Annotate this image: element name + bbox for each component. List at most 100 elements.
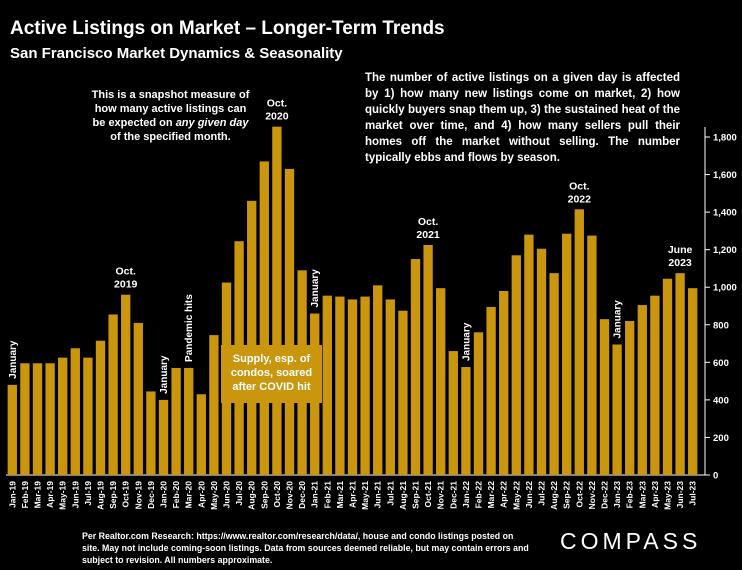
x-tick-label: Feb-19: [20, 481, 30, 509]
peak-annotation-label: Oct.: [267, 98, 288, 110]
x-tick-label: Jan-21: [310, 481, 320, 508]
snapshot-note: This is a snapshot measure of how many a…: [88, 88, 253, 144]
bar: [209, 335, 219, 475]
x-tick-label: Dec-22: [600, 481, 610, 509]
bar: [58, 357, 68, 475]
x-tick-label: Feb-22: [474, 481, 484, 509]
x-tick-label: Jan-20: [159, 481, 169, 508]
x-tick-label: Mar-23: [637, 481, 647, 509]
bar: [448, 351, 458, 475]
bar: [247, 200, 257, 475]
bar: [284, 168, 295, 475]
x-tick-label: Oct-22: [574, 481, 584, 508]
bar: [83, 357, 93, 475]
x-tick-label: Nov-22: [587, 481, 597, 510]
x-tick-label: Aug-19: [96, 481, 106, 510]
x-tick-label: Sep-19: [108, 481, 118, 509]
bar: [196, 394, 206, 475]
peak-annotation-year: 2021: [416, 229, 440, 241]
compass-logo: COMPASS: [560, 528, 702, 554]
bar: [637, 305, 647, 475]
peak-annotation-label: Oct.: [569, 180, 590, 192]
bar: [625, 321, 635, 475]
bar: [662, 278, 673, 475]
x-tick-label: Apr-23: [650, 481, 660, 508]
y-tick-label: 1,800: [713, 133, 737, 144]
bar: [599, 319, 610, 475]
bar: [436, 288, 446, 475]
bar: [562, 233, 572, 475]
bar: [461, 367, 471, 475]
bar: [45, 363, 55, 475]
bar: [20, 363, 30, 475]
x-tick-label: Apr-22: [499, 481, 509, 508]
y-tick-label: 800: [713, 320, 729, 331]
x-tick-label: Dec-21: [448, 481, 458, 509]
vertical-annotation: January: [310, 269, 321, 308]
bar: [171, 367, 181, 475]
x-tick-label: Nov-20: [285, 481, 295, 510]
x-tick-label: Oct-21: [423, 481, 433, 508]
bar: [133, 322, 143, 475]
x-tick-label: Jun-23: [675, 481, 685, 509]
x-tick-label: Apr-21: [348, 481, 358, 508]
bar: [511, 255, 521, 475]
x-tick-label: Aug-21: [398, 481, 408, 510]
bar: [7, 384, 17, 475]
x-tick-label: Mar-22: [486, 481, 496, 509]
bar: [385, 299, 395, 475]
y-tick-label: 0: [713, 471, 718, 482]
bar: [70, 348, 80, 475]
y-tick-label: 1,200: [713, 245, 737, 256]
bar: [373, 285, 383, 475]
vertical-annotation: January: [159, 355, 170, 394]
bar: [499, 290, 509, 475]
x-tick-label: May-22: [511, 481, 521, 510]
bar: [410, 259, 421, 475]
bar: [121, 294, 131, 475]
x-tick-label: Jul-22: [537, 481, 547, 506]
peak-annotation-year: 2019: [114, 279, 138, 291]
bar: [650, 295, 660, 475]
bar: [486, 306, 496, 475]
snapshot-note-text-1: This is a snapshot measure of how many a…: [91, 89, 250, 129]
x-tick-label: Sep-21: [411, 481, 421, 509]
x-tick-label: Jul-21: [385, 481, 395, 506]
y-tick-label: 1,600: [713, 170, 737, 181]
bar: [158, 399, 169, 475]
chart-subtitle: San Francisco Market Dynamics & Seasonal…: [10, 45, 343, 62]
x-tick-label: May-19: [58, 481, 68, 510]
bar: [423, 244, 433, 475]
snapshot-note-emphasis: any given day: [175, 117, 249, 129]
x-tick-label: Jan-19: [7, 481, 17, 508]
bar: [549, 273, 559, 475]
x-tick-label: Apr-20: [196, 481, 206, 508]
bar: [108, 314, 118, 475]
covid-supply-annotation: Supply, esp. of condos, soared after COV…: [221, 345, 322, 403]
bar: [473, 332, 484, 475]
peak-annotation-year: 2020: [265, 111, 289, 123]
x-tick-label: Mar-19: [33, 481, 43, 509]
y-tick-label: 1,400: [713, 208, 737, 219]
x-tick-label: Jun-20: [222, 481, 232, 509]
peak-annotation-label: Oct.: [418, 216, 439, 228]
bar: [587, 235, 597, 475]
vertical-annotation: Pandemic hits: [184, 294, 195, 362]
snapshot-note-text-2: of the specified month.: [110, 131, 231, 143]
bar: [574, 209, 584, 476]
x-tick-label: Nov-19: [133, 481, 143, 510]
x-tick-label: Jun-21: [373, 481, 383, 509]
x-tick-label: Mar-20: [184, 481, 194, 509]
x-tick-label: Sep-20: [259, 481, 269, 509]
vertical-annotation: January: [8, 340, 19, 379]
bar: [612, 344, 622, 475]
x-tick-label: May-21: [360, 481, 370, 510]
x-tick-label: May-23: [663, 481, 673, 510]
x-tick-label: Jan-23: [612, 481, 622, 508]
peak-annotation-year: 2023: [668, 257, 692, 269]
bar: [272, 126, 282, 475]
bar: [688, 288, 698, 475]
bar: [322, 295, 332, 475]
bar: [536, 248, 547, 475]
x-tick-label: Aug-20: [247, 481, 257, 510]
